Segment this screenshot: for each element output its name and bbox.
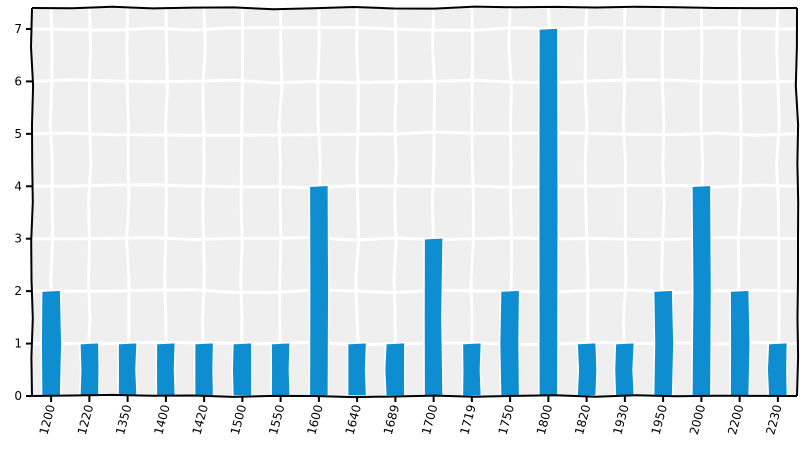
x-tick-label: 1350 (113, 403, 134, 436)
axis-frame-line (29, 7, 35, 397)
plot-frame (29, 5, 800, 399)
y-tick-label: 7 (14, 22, 22, 36)
bar-1500 (231, 341, 253, 397)
x-tick-label: 1600 (304, 403, 325, 436)
bar-2200 (729, 289, 751, 397)
x-tick-label: 1220 (75, 403, 96, 436)
bar-1640 (346, 341, 368, 397)
bar-1820 (576, 341, 598, 397)
bar-1950 (652, 289, 675, 397)
x-tick-label: 1820 (572, 403, 593, 436)
bar-1400 (155, 341, 177, 397)
x-tick-label: 1200 (37, 403, 58, 436)
x-tick-label: 1930 (610, 403, 631, 436)
y-tick-label: 4 (14, 179, 22, 193)
bar-2000 (691, 184, 713, 397)
bar-1600 (308, 184, 330, 397)
grid-line-vertical (469, 7, 475, 397)
x-tick-label: 2000 (687, 403, 708, 436)
grid-line-horizontal (31, 235, 798, 242)
grid-line-vertical (124, 7, 131, 397)
y-tick-label: 2 (14, 284, 22, 298)
x-tick-label: 1400 (151, 403, 172, 436)
bar-1420 (193, 341, 215, 397)
bar-1550 (270, 341, 291, 397)
grid-line-vertical (201, 7, 207, 397)
x-tick-label: 1689 (381, 403, 402, 436)
grid-line-vertical (621, 7, 628, 397)
grid-line-horizontal (31, 78, 798, 85)
grid-line-horizontal (31, 130, 798, 137)
grid-line-vertical (775, 7, 781, 397)
x-tick-label: 2230 (763, 403, 784, 436)
bar-1689 (383, 341, 406, 397)
plot-background (32, 8, 797, 396)
grid-line-vertical (583, 7, 590, 397)
x-tick-label: 1500 (228, 403, 249, 436)
bars (40, 27, 789, 397)
y-axis: 0 1 2 3 4 5 6 7 (14, 22, 32, 403)
y-tick-label: 5 (14, 127, 22, 141)
x-tick-label: 1950 (649, 403, 670, 436)
bar-1750 (498, 289, 521, 397)
axis-frame-line (794, 7, 800, 397)
x-tick-label: 1420 (190, 403, 211, 436)
bar-1200 (40, 289, 63, 397)
grid-line-vertical (86, 7, 93, 397)
bar-1800 (537, 27, 560, 397)
x-tick-label: 1800 (534, 403, 555, 436)
x-tick-label: 1719 (457, 403, 478, 436)
grid-line-vertical (354, 7, 361, 397)
grid-line-vertical (392, 7, 398, 397)
y-tick-label: 3 (14, 232, 22, 246)
grid-line-vertical (163, 7, 169, 397)
y-tick-label: 6 (14, 74, 22, 88)
bar-2230 (766, 341, 789, 397)
bar-1719 (461, 341, 483, 397)
y-tick-label: 0 (14, 389, 22, 403)
y-tick-label: 1 (14, 337, 22, 351)
bar-1930 (613, 341, 636, 397)
x-tick-label: 1550 (266, 403, 287, 436)
grid-line-horizontal (31, 25, 798, 32)
bar-1350 (117, 341, 138, 397)
grid-line-vertical (277, 7, 284, 396)
x-tick-label: 2200 (725, 403, 746, 436)
x-tick-label: 1700 (419, 403, 440, 436)
axis-frame-line (31, 5, 798, 11)
grid-line-horizontal (31, 183, 798, 190)
axis-frame-line (31, 393, 798, 399)
x-tick-label: 1750 (496, 403, 517, 436)
bar-1220 (79, 341, 100, 397)
grid-line-vertical (239, 7, 245, 397)
bar-1700 (423, 236, 444, 397)
x-tick-label: 1640 (343, 403, 364, 436)
x-axis: 1200 1220 1350 1400 1420 1500 1550 1600 1640 1689… (37, 396, 785, 436)
